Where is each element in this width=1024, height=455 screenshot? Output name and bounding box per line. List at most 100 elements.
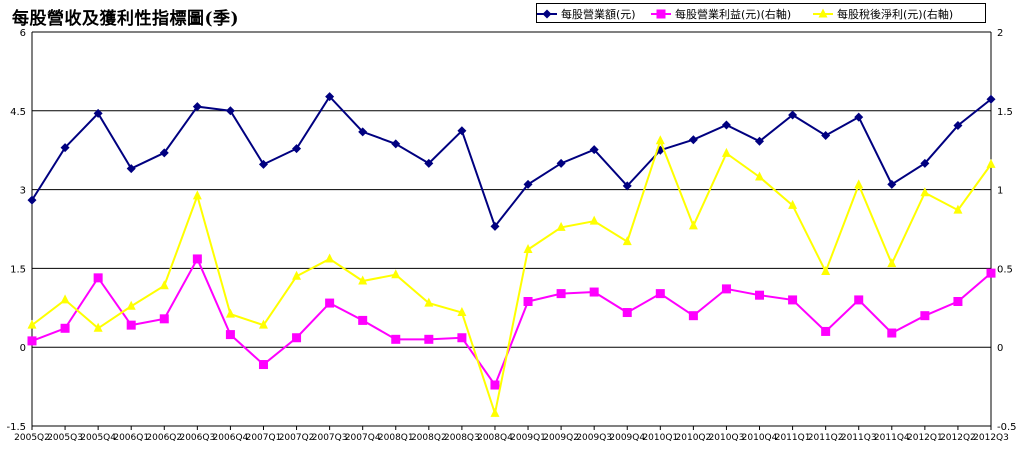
data-point (325, 298, 335, 308)
data-point (788, 295, 798, 305)
data-point (821, 130, 831, 140)
data-point (258, 360, 268, 370)
series-line (31, 137, 992, 418)
x-tick-label: 2009Q4 (609, 433, 645, 443)
data-point (688, 311, 698, 321)
data-point (953, 204, 963, 214)
series-line (31, 256, 992, 388)
series-1 (27, 254, 996, 390)
data-point (589, 145, 599, 155)
data-point (192, 190, 202, 200)
series-line (31, 94, 992, 229)
left-tick-label: 3 (20, 186, 26, 197)
left-tick-label: 6 (20, 28, 26, 39)
data-point (953, 121, 963, 131)
data-point (953, 296, 963, 306)
data-point (424, 158, 434, 168)
left-tick-label: 1.5 (10, 264, 26, 275)
x-tick-label: 2012Q3 (973, 433, 1009, 443)
data-point (325, 92, 335, 102)
data-point (457, 126, 467, 136)
data-point (225, 330, 235, 340)
data-point (457, 307, 467, 317)
data-point (225, 106, 235, 116)
data-point (721, 284, 731, 294)
x-tick-label: 2009Q3 (576, 433, 612, 443)
data-point (159, 148, 169, 158)
data-point (556, 158, 566, 168)
legend-item: 每股營業利益(元)(右軸) (651, 7, 791, 21)
x-tick-label: 2007Q4 (345, 433, 381, 443)
x-tick-label: 2010Q1 (642, 433, 678, 443)
data-point (192, 102, 202, 112)
data-point (920, 158, 930, 168)
data-point (854, 112, 864, 122)
data-point (688, 135, 698, 145)
data-point (755, 290, 765, 300)
data-point (60, 323, 70, 333)
data-point (490, 407, 500, 417)
data-point (656, 9, 666, 19)
data-point (325, 253, 335, 263)
x-tick-label: 2006Q1 (113, 433, 149, 443)
x-tick-label: 2007Q3 (312, 433, 348, 443)
data-point (93, 108, 103, 118)
x-tick-label: 2005Q2 (14, 433, 50, 443)
data-point (93, 322, 103, 332)
x-tick-label: 2011Q4 (874, 433, 910, 443)
x-tick-label: 2012Q1 (907, 433, 943, 443)
series-layer (27, 92, 996, 418)
data-point (292, 144, 302, 154)
right-tick-label: 0.5 (997, 264, 1013, 275)
legend-label: 每股稅後淨利(元)(右軸) (837, 7, 953, 21)
data-point (93, 273, 103, 283)
x-tick-label: 2008Q3 (444, 433, 480, 443)
data-point (622, 308, 632, 318)
data-point (60, 143, 70, 153)
legend (536, 3, 986, 23)
data-point (391, 139, 401, 149)
grid-layer (32, 31, 991, 427)
data-point (920, 187, 930, 197)
data-point (424, 334, 434, 344)
data-point (292, 333, 302, 343)
x-tick-label: 2009Q1 (510, 433, 546, 443)
data-point (27, 319, 37, 329)
left-tick-label: -1.5 (6, 422, 26, 433)
data-point (490, 380, 500, 390)
data-point (721, 120, 731, 130)
data-point (589, 215, 599, 225)
data-point (258, 159, 268, 169)
chart-title: 每股營收及獲利性指標圖(季) (12, 9, 240, 29)
data-point (457, 333, 467, 343)
data-point (920, 311, 930, 321)
data-point (126, 300, 136, 310)
right-tick-label: 1.5 (997, 107, 1013, 118)
data-point (887, 179, 897, 189)
x-tick-label: 2011Q2 (808, 433, 844, 443)
x-tick-label: 2012Q2 (940, 433, 976, 443)
data-point (126, 320, 136, 330)
data-point (788, 199, 798, 209)
data-point (821, 266, 831, 276)
x-tick-label: 2008Q1 (378, 433, 414, 443)
data-point (986, 268, 996, 278)
data-point (358, 127, 368, 137)
x-tick-label: 2005Q3 (47, 433, 83, 443)
data-point (126, 164, 136, 174)
x-tick-label: 2011Q1 (775, 433, 811, 443)
x-tick-label: 2011Q3 (841, 433, 877, 443)
data-point (755, 171, 765, 181)
data-point (721, 147, 731, 157)
data-point (542, 9, 552, 19)
x-tick-label: 2006Q4 (213, 433, 249, 443)
left-tick-label: 4.5 (10, 107, 26, 118)
data-point (192, 254, 202, 264)
data-point (159, 314, 169, 324)
data-point (755, 136, 765, 146)
data-point (523, 296, 533, 306)
right-tick-label: 0 (997, 343, 1003, 354)
right-tick-label: 2 (997, 28, 1003, 39)
data-point (986, 94, 996, 104)
